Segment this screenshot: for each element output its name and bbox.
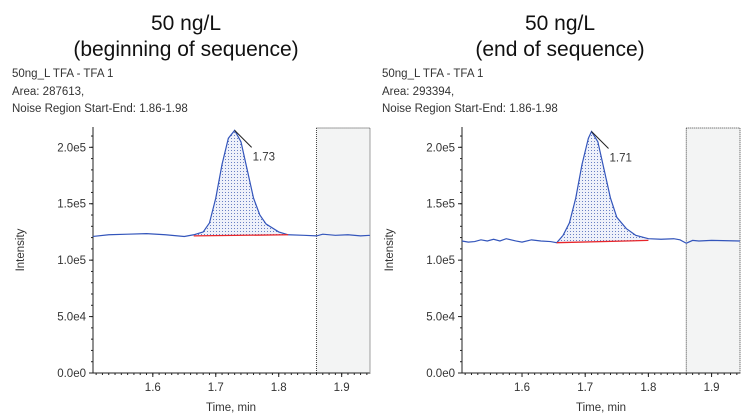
x-tick-label: 1.8: [640, 382, 656, 394]
sample-name: 50ng_L TFA - TFA 1: [382, 68, 483, 80]
noise-region: Noise Region Start-End: 1.86-1.98: [12, 103, 188, 115]
panel-title-line1: 50 ng/L: [151, 12, 221, 35]
peak-label: 1.73: [253, 151, 275, 163]
x-tick-label: 1.7: [208, 382, 224, 394]
y-tick-label: 0.0e0: [57, 368, 86, 380]
y-tick-label: 2.0e5: [57, 142, 86, 154]
area-value: Area: 287613,: [12, 86, 84, 98]
x-tick-label: 1.9: [334, 382, 350, 394]
sample-name: 50ng_L TFA - TFA 1: [12, 68, 113, 80]
integration-baseline: [193, 234, 289, 237]
peak-area-fill: [556, 131, 649, 243]
x-axis-label: Time, min: [576, 402, 626, 414]
y-tick-label: 1.0e5: [57, 255, 86, 267]
chromatogram-trace: [461, 130, 741, 244]
y-tick-label: 1.5e5: [57, 199, 86, 211]
panel-title-line2: (end of sequence): [475, 38, 644, 61]
panel-title-line2: (beginning of sequence): [73, 38, 298, 61]
x-tick-label: 1.9: [704, 382, 720, 394]
x-tick-label: 1.8: [271, 382, 287, 394]
panel-title-line1: 50 ng/L: [525, 12, 595, 35]
noise-region-box: [315, 127, 371, 374]
noise-region: Noise Region Start-End: 1.86-1.98: [382, 103, 558, 115]
y-tick-label: 5.0e4: [426, 312, 455, 324]
y-tick-label: 1.0e5: [426, 255, 455, 267]
chromatogram-panel-beginning: 50 ng/L (beginning of sequence) 50ng_L T…: [12, 12, 371, 414]
peak-label-leader: [591, 131, 609, 149]
y-tick-label: 0.0e0: [426, 368, 455, 380]
chromatogram-trace: [92, 129, 371, 238]
peak-label-leader: [234, 130, 253, 148]
noise-region-box: [685, 127, 741, 374]
integration-baseline: [556, 239, 649, 244]
area-value: Area: 293394,: [382, 86, 454, 98]
x-axis-label: Time, min: [206, 402, 256, 414]
peak-area-fill: [193, 130, 289, 236]
x-tick-label: 1.6: [514, 382, 530, 394]
y-axis-label: Intensity: [15, 228, 27, 271]
x-tick-label: 1.6: [145, 382, 161, 394]
y-tick-label: 5.0e4: [57, 312, 86, 324]
chromatogram-panel-end: 50 ng/L (end of sequence) 50ng_L TFA - T…: [382, 12, 741, 414]
y-axis-label: Intensity: [384, 228, 396, 271]
x-tick-label: 1.7: [577, 382, 593, 394]
peak-label: 1.71: [610, 153, 632, 165]
y-tick-label: 2.0e5: [426, 142, 455, 154]
y-tick-label: 1.5e5: [426, 199, 455, 211]
